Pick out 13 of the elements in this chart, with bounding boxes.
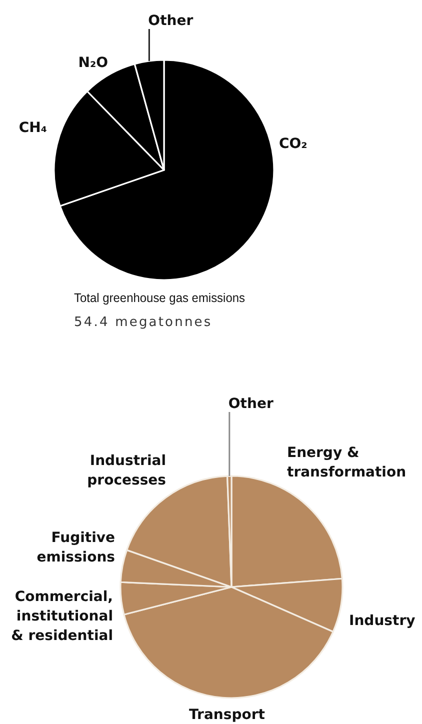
slice-label: Fugitive emissions xyxy=(36,530,115,566)
slice-label: Commercial, institutional & residential xyxy=(11,589,113,644)
slice-label: Other xyxy=(228,396,274,412)
slice-label: Industry xyxy=(349,613,416,629)
slice-label: CO₂ xyxy=(279,136,308,152)
slice-label: Other xyxy=(148,13,194,29)
slice-label: N₂O xyxy=(78,55,108,71)
slice-label: Energy & transformation xyxy=(287,445,406,480)
slice-label: CH₄ xyxy=(18,120,47,136)
text: Total greenhouse gas emissions xyxy=(74,291,253,305)
text: 54.4 megatonnes xyxy=(74,315,212,330)
slice-label: Industrial processes xyxy=(87,453,166,488)
slice-label: Transport xyxy=(189,707,266,723)
